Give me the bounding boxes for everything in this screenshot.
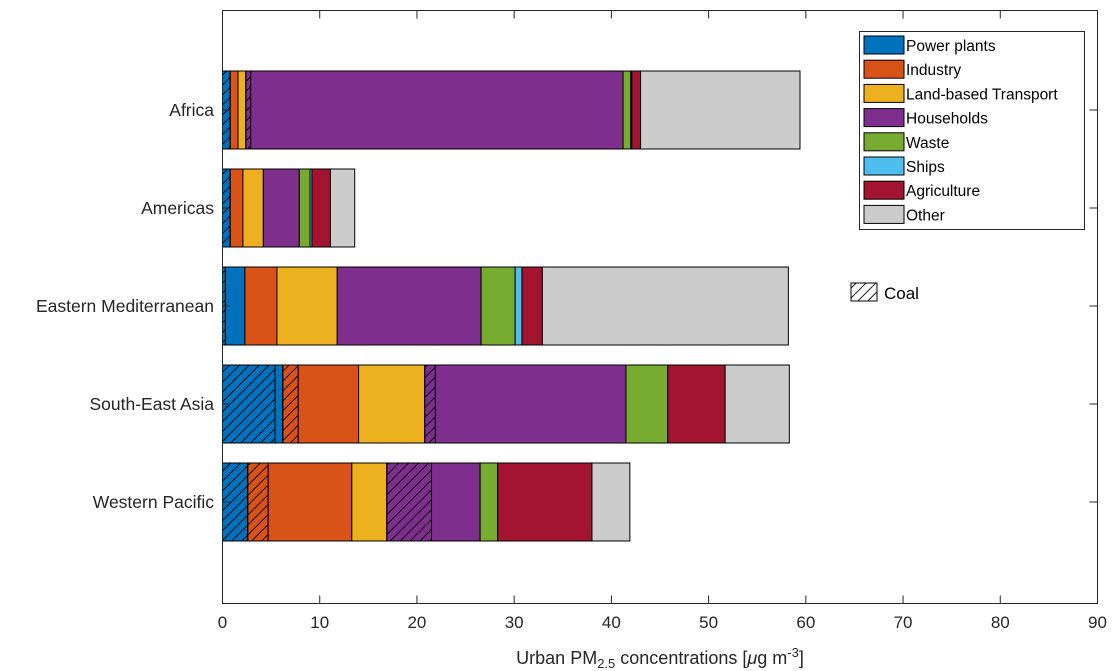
bar-americas-industry <box>229 168 244 248</box>
bar-eastern-mediterranean-waste <box>480 266 516 346</box>
bar-eastern-mediterranean-agriculture <box>521 266 543 346</box>
bar-eastern-mediterranean-households <box>336 266 482 346</box>
x-tick-label-10: 10 <box>310 613 329 632</box>
bar-western-pacific-land-based-transport <box>351 462 388 542</box>
legend: Power plants Industry Land-based Transport… <box>859 31 1085 230</box>
x-tick-label-80: 80 <box>991 613 1010 632</box>
bar-western-pacific-households-coal-hatch <box>386 462 433 542</box>
category-label-western-pacific: Western Pacific <box>93 492 214 512</box>
legend-label-households: Households <box>906 111 988 128</box>
bar-south-east-asia-industry-coal-hatch <box>282 364 299 444</box>
bar-americas-waste <box>298 168 311 248</box>
x-axis-title-prefix: Urban PM <box>516 648 597 668</box>
x-tick-label-20: 20 <box>407 613 426 632</box>
bar-south-east-asia-power-plants <box>274 364 284 444</box>
bar-eastern-mediterranean-industry <box>244 266 278 346</box>
x-axis-title-suffix: ] <box>799 648 804 668</box>
category-label-eastern-mediterranean: Eastern Mediterranean <box>36 296 214 316</box>
legend-label-industry: Industry <box>906 62 961 79</box>
bar-africa-industry <box>229 70 239 150</box>
legend-swatch-households <box>863 108 905 128</box>
plot-frame <box>222 10 1098 604</box>
bar-south-east-asia-waste <box>625 364 669 444</box>
legend-label-land-based-transport: Land-based Transport <box>906 86 1058 103</box>
legend-label-power-plants: Power plants <box>906 38 996 55</box>
bar-americas-households <box>262 168 300 248</box>
bar-africa-land-based-transport <box>237 70 247 150</box>
legend-label-other: Other <box>906 207 945 224</box>
legend-swatch-waste <box>863 132 905 152</box>
bar-western-pacific-other <box>591 462 631 542</box>
legend-label-waste: Waste <box>906 135 949 152</box>
legend-swatch-agriculture <box>863 180 905 200</box>
bar-south-east-asia-industry <box>297 364 360 444</box>
bar-americas-agriculture <box>311 168 331 248</box>
bar-eastern-mediterranean-ships <box>514 266 523 346</box>
x-axis-title-mu: μ <box>746 648 757 668</box>
bar-western-pacific-industry <box>267 462 353 542</box>
bar-africa-households-coal-hatch <box>245 70 252 150</box>
coal-legend-swatch <box>850 282 878 302</box>
x-tick-label-90: 90 <box>1088 613 1107 632</box>
x-axis-title-subscript: 2.5 <box>597 656 615 671</box>
x-tick-label-40: 40 <box>602 613 621 632</box>
bar-africa-waste <box>622 70 632 150</box>
legend-swatch-industry <box>863 59 905 79</box>
bar-africa-households <box>250 70 624 150</box>
bar-western-pacific-households <box>431 462 481 542</box>
bar-south-east-asia-agriculture <box>667 364 726 444</box>
bar-south-east-asia-land-based-transport <box>358 364 426 444</box>
legend-label-agriculture: Agriculture <box>906 183 980 200</box>
bar-western-pacific-agriculture <box>497 462 593 542</box>
category-label-south-east-asia: South-East Asia <box>89 394 214 414</box>
bar-western-pacific-industry-coal-hatch <box>247 462 269 542</box>
legend-swatch-power-plants <box>863 35 905 55</box>
coal-legend: Coal <box>850 282 919 303</box>
bar-south-east-asia-households <box>434 364 627 444</box>
x-axis-title: Urban PM2.5 concentrations [μg m-3] <box>516 645 804 671</box>
legend-swatch-other <box>863 204 905 224</box>
category-label-africa: Africa <box>169 100 214 120</box>
x-tick-label-30: 30 <box>505 613 524 632</box>
x-tick-label-50: 50 <box>699 613 718 632</box>
bar-south-east-asia-households-coal-hatch <box>424 364 436 444</box>
x-axis-title-middle: concentrations [ <box>615 648 747 668</box>
bar-eastern-mediterranean-other <box>541 266 789 346</box>
bar-africa-agriculture <box>631 70 642 150</box>
legend-label-ships: Ships <box>906 159 945 176</box>
bar-americas-other <box>329 168 356 248</box>
bar-south-east-asia-power-plants-coal-hatch <box>222 364 276 444</box>
bars-group: Africa Americas Eastern Mediterranean South… <box>36 70 801 542</box>
legend-swatch-land-based-transport <box>863 83 905 103</box>
x-tick-label-0: 0 <box>218 613 227 632</box>
legend-swatch-ships <box>863 156 905 176</box>
x-tick-label-60: 60 <box>796 613 815 632</box>
coal-legend-label: Coal <box>884 284 919 303</box>
bar-south-east-asia-other <box>724 364 790 444</box>
category-label-americas: Americas <box>141 198 214 218</box>
bar-americas-land-based-transport <box>242 168 264 248</box>
x-axis-title-unit: g m <box>757 648 787 668</box>
x-tick-label-70: 70 <box>894 613 913 632</box>
x-axis-title-superscript: -3 <box>787 645 799 660</box>
bar-africa-other <box>640 70 801 150</box>
axis-ticks: 0 10 20 30 40 50 60 70 80 90 <box>218 10 1107 632</box>
bar-eastern-mediterranean-land-based-transport <box>276 266 338 346</box>
bar-western-pacific-waste <box>479 462 499 542</box>
